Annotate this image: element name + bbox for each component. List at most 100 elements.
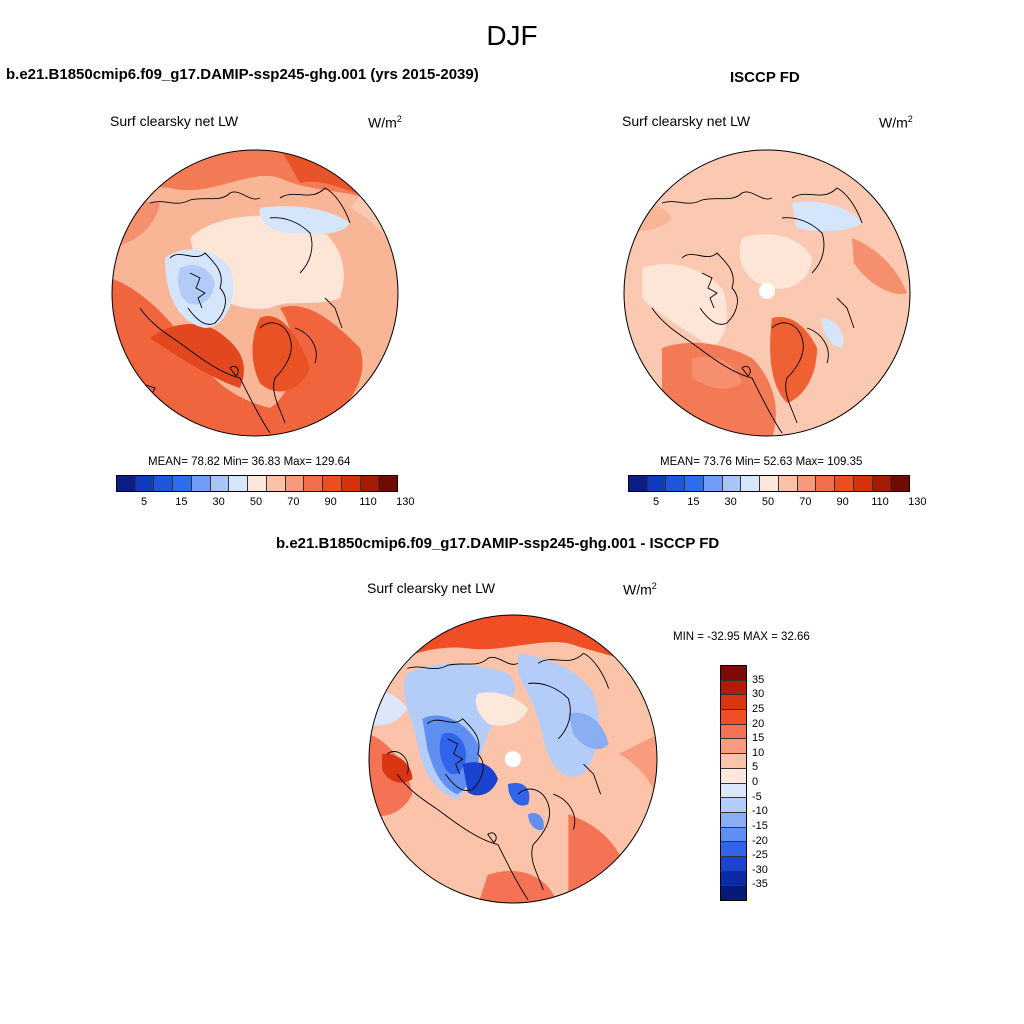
panel2-colorbar-box xyxy=(647,476,667,491)
panel3-colorbar-tick-label: -20 xyxy=(752,834,768,847)
panel2-min-label: Min= xyxy=(735,456,761,468)
panel1-polar-map xyxy=(111,149,399,437)
panel2-colorbar-box xyxy=(666,476,686,491)
panel2-min-value: 52.63 xyxy=(763,456,793,468)
panel2-colorbar-tick-label: 50 xyxy=(761,496,775,508)
panel2-mean-label: MEAN= xyxy=(660,456,700,468)
panel3-minmax: MIN = -32.95 MAX = 32.66 xyxy=(673,631,810,643)
panel3-colorbar-box xyxy=(721,695,746,711)
panel1-mean-label: MEAN= xyxy=(148,456,188,468)
panel1-units-base: W/m xyxy=(368,114,397,131)
panel1-colorbar-box xyxy=(360,476,380,491)
panel1-colorbar-box xyxy=(210,476,230,491)
panel1-colorbar-tick-label: 110 xyxy=(359,496,377,508)
panel2-colorbar-tick-label: 130 xyxy=(908,496,927,508)
panel2-colorbar-box xyxy=(778,476,798,491)
panel2-colorbar-tick-label: 90 xyxy=(836,496,849,508)
panel3-units: W/m2 xyxy=(623,581,657,598)
panel3-colorbar xyxy=(720,665,747,901)
panel2-colorbar-tick-label: 5 xyxy=(652,496,660,508)
panel2-colorbar-box xyxy=(760,476,779,491)
panel1-stats: MEAN= 78.82 Min= 36.83 Max= 129.64 xyxy=(148,456,350,468)
panel2-stats: MEAN= 73.76 Min= 52.63 Max= 109.35 xyxy=(660,456,862,468)
panel3-colorbar-tick-label: 25 xyxy=(752,702,765,715)
panel1-colorbar-box xyxy=(341,476,361,491)
panel3-title: b.e21.B1850cmip6.f09_g17.DAMIP-ssp245-gh… xyxy=(276,535,720,552)
panel2-colorbar-box xyxy=(629,476,648,491)
panel1-colorbar-tick-label: 5 xyxy=(140,496,148,508)
panel3-colorbar-tick-label: 0 xyxy=(752,776,759,788)
panel2-units-exp: 2 xyxy=(907,114,913,124)
panel1-min-label: Min= xyxy=(223,456,249,468)
panel3-colorbar-tick-label: -35 xyxy=(752,878,768,891)
panel1-colorbar xyxy=(116,475,398,492)
panel3-colorbar-box xyxy=(721,680,746,696)
panel3-units-base: W/m xyxy=(623,581,652,598)
panel1-colorbar-tick-label: 70 xyxy=(287,496,300,508)
panel3-colorbar-tick-label: -30 xyxy=(752,863,768,876)
panel3-colorbar-box xyxy=(721,768,746,784)
panel2-units: W/m2 xyxy=(879,114,913,131)
panel2-colorbar-box xyxy=(816,476,836,491)
panel3-colorbar-box xyxy=(721,871,746,887)
panel2-colorbar-tick-label: 110 xyxy=(871,496,889,508)
panel1-colorbar-box xyxy=(117,476,136,491)
panel1-units: W/m2 xyxy=(368,114,402,131)
panel3-colorbar-tick-label: -25 xyxy=(752,849,768,862)
panel1-colorbar-box xyxy=(304,476,324,491)
panel2-colorbar-box xyxy=(853,476,873,491)
panel3-variable-label: Surf clearsky net LW xyxy=(367,580,496,596)
panel2-units-base: W/m xyxy=(879,114,908,131)
panel2-colorbar-box xyxy=(722,476,742,491)
panel3-colorbar-tick-label: -15 xyxy=(752,819,768,832)
panel3-polar-map xyxy=(368,614,658,904)
panel3-colorbar-ticks: 35 30 25 20 15 10 5 0 -5 -10 -15 -20 -25 -30 -35 xyxy=(752,665,792,899)
panel3-colorbar-tick-label: 15 xyxy=(752,732,765,745)
panel1-max-label: Max= xyxy=(283,456,313,468)
panel3-colorbar-box xyxy=(721,783,746,799)
panel3-colorbar-tick-label: 20 xyxy=(752,717,765,730)
panel1-colorbar-box xyxy=(135,476,155,491)
panel1-colorbar-tick-label: 50 xyxy=(249,496,263,508)
panel1-colorbar-tick-label: 90 xyxy=(324,496,337,508)
panel1-colorbar-tick-label: 30 xyxy=(212,496,225,508)
panel3-colorbar-box xyxy=(721,724,746,740)
panel1-variable-label: Surf clearsky net LW xyxy=(110,113,239,129)
panel2-colorbar-box xyxy=(891,476,910,491)
panel1-colorbar-box xyxy=(248,476,267,491)
panel3-colorbar-box xyxy=(721,812,746,828)
panel3-colorbar-tick-label: -10 xyxy=(752,805,768,818)
panel3-colorbar-tick-label: 30 xyxy=(752,688,765,701)
panel3-colorbar-box xyxy=(721,886,746,900)
panel1-colorbar-box xyxy=(285,476,305,491)
panel2-colorbar xyxy=(628,475,910,492)
panel1-colorbar-box xyxy=(379,476,398,491)
panel2-colorbar-ticks: 5 15 30 50 70 90 110 130 xyxy=(628,496,927,510)
panel1-mean-value: 78.82 xyxy=(191,456,220,468)
panel3-colorbar-tick-label: 35 xyxy=(752,673,765,686)
panel2-title: ISCCP FD xyxy=(730,69,800,86)
panel1-max-value: 129.64 xyxy=(315,456,351,468)
panel3-colorbar-box xyxy=(721,798,746,813)
panel3-colorbar-box xyxy=(721,666,746,681)
panel3-colorbar-tick-label: 10 xyxy=(752,746,765,759)
panel1-colorbar-box xyxy=(173,476,192,491)
panel3-colorbar-tick-label: 5 xyxy=(752,761,759,774)
panel1-title: b.e21.B1850cmip6.f09_g17.DAMIP-ssp245-gh… xyxy=(6,66,479,83)
panel3-colorbar-box xyxy=(721,710,746,725)
panel1-colorbar-box xyxy=(154,476,174,491)
panel3-units-exp: 2 xyxy=(651,581,657,591)
panel1-min-value: 36.83 xyxy=(251,456,281,468)
figure-season-title: DJF xyxy=(486,20,538,51)
panel2-colorbar-tick-label: 15 xyxy=(687,496,700,508)
panel2-variable-label: Surf clearsky net LW xyxy=(622,113,751,129)
panel1-colorbar-box xyxy=(266,476,286,491)
panel2-colorbar-tick-label: 70 xyxy=(799,496,812,508)
panel2-mean-value: 73.76 xyxy=(703,456,732,468)
panel3-colorbar-box xyxy=(721,827,746,843)
panel1-colorbar-box xyxy=(323,476,342,491)
panel2-colorbar-tick-label: 30 xyxy=(724,496,737,508)
panel2-colorbar-box xyxy=(872,476,892,491)
panel3-colorbar-box xyxy=(721,754,746,769)
panel3-colorbar-box xyxy=(721,739,746,755)
